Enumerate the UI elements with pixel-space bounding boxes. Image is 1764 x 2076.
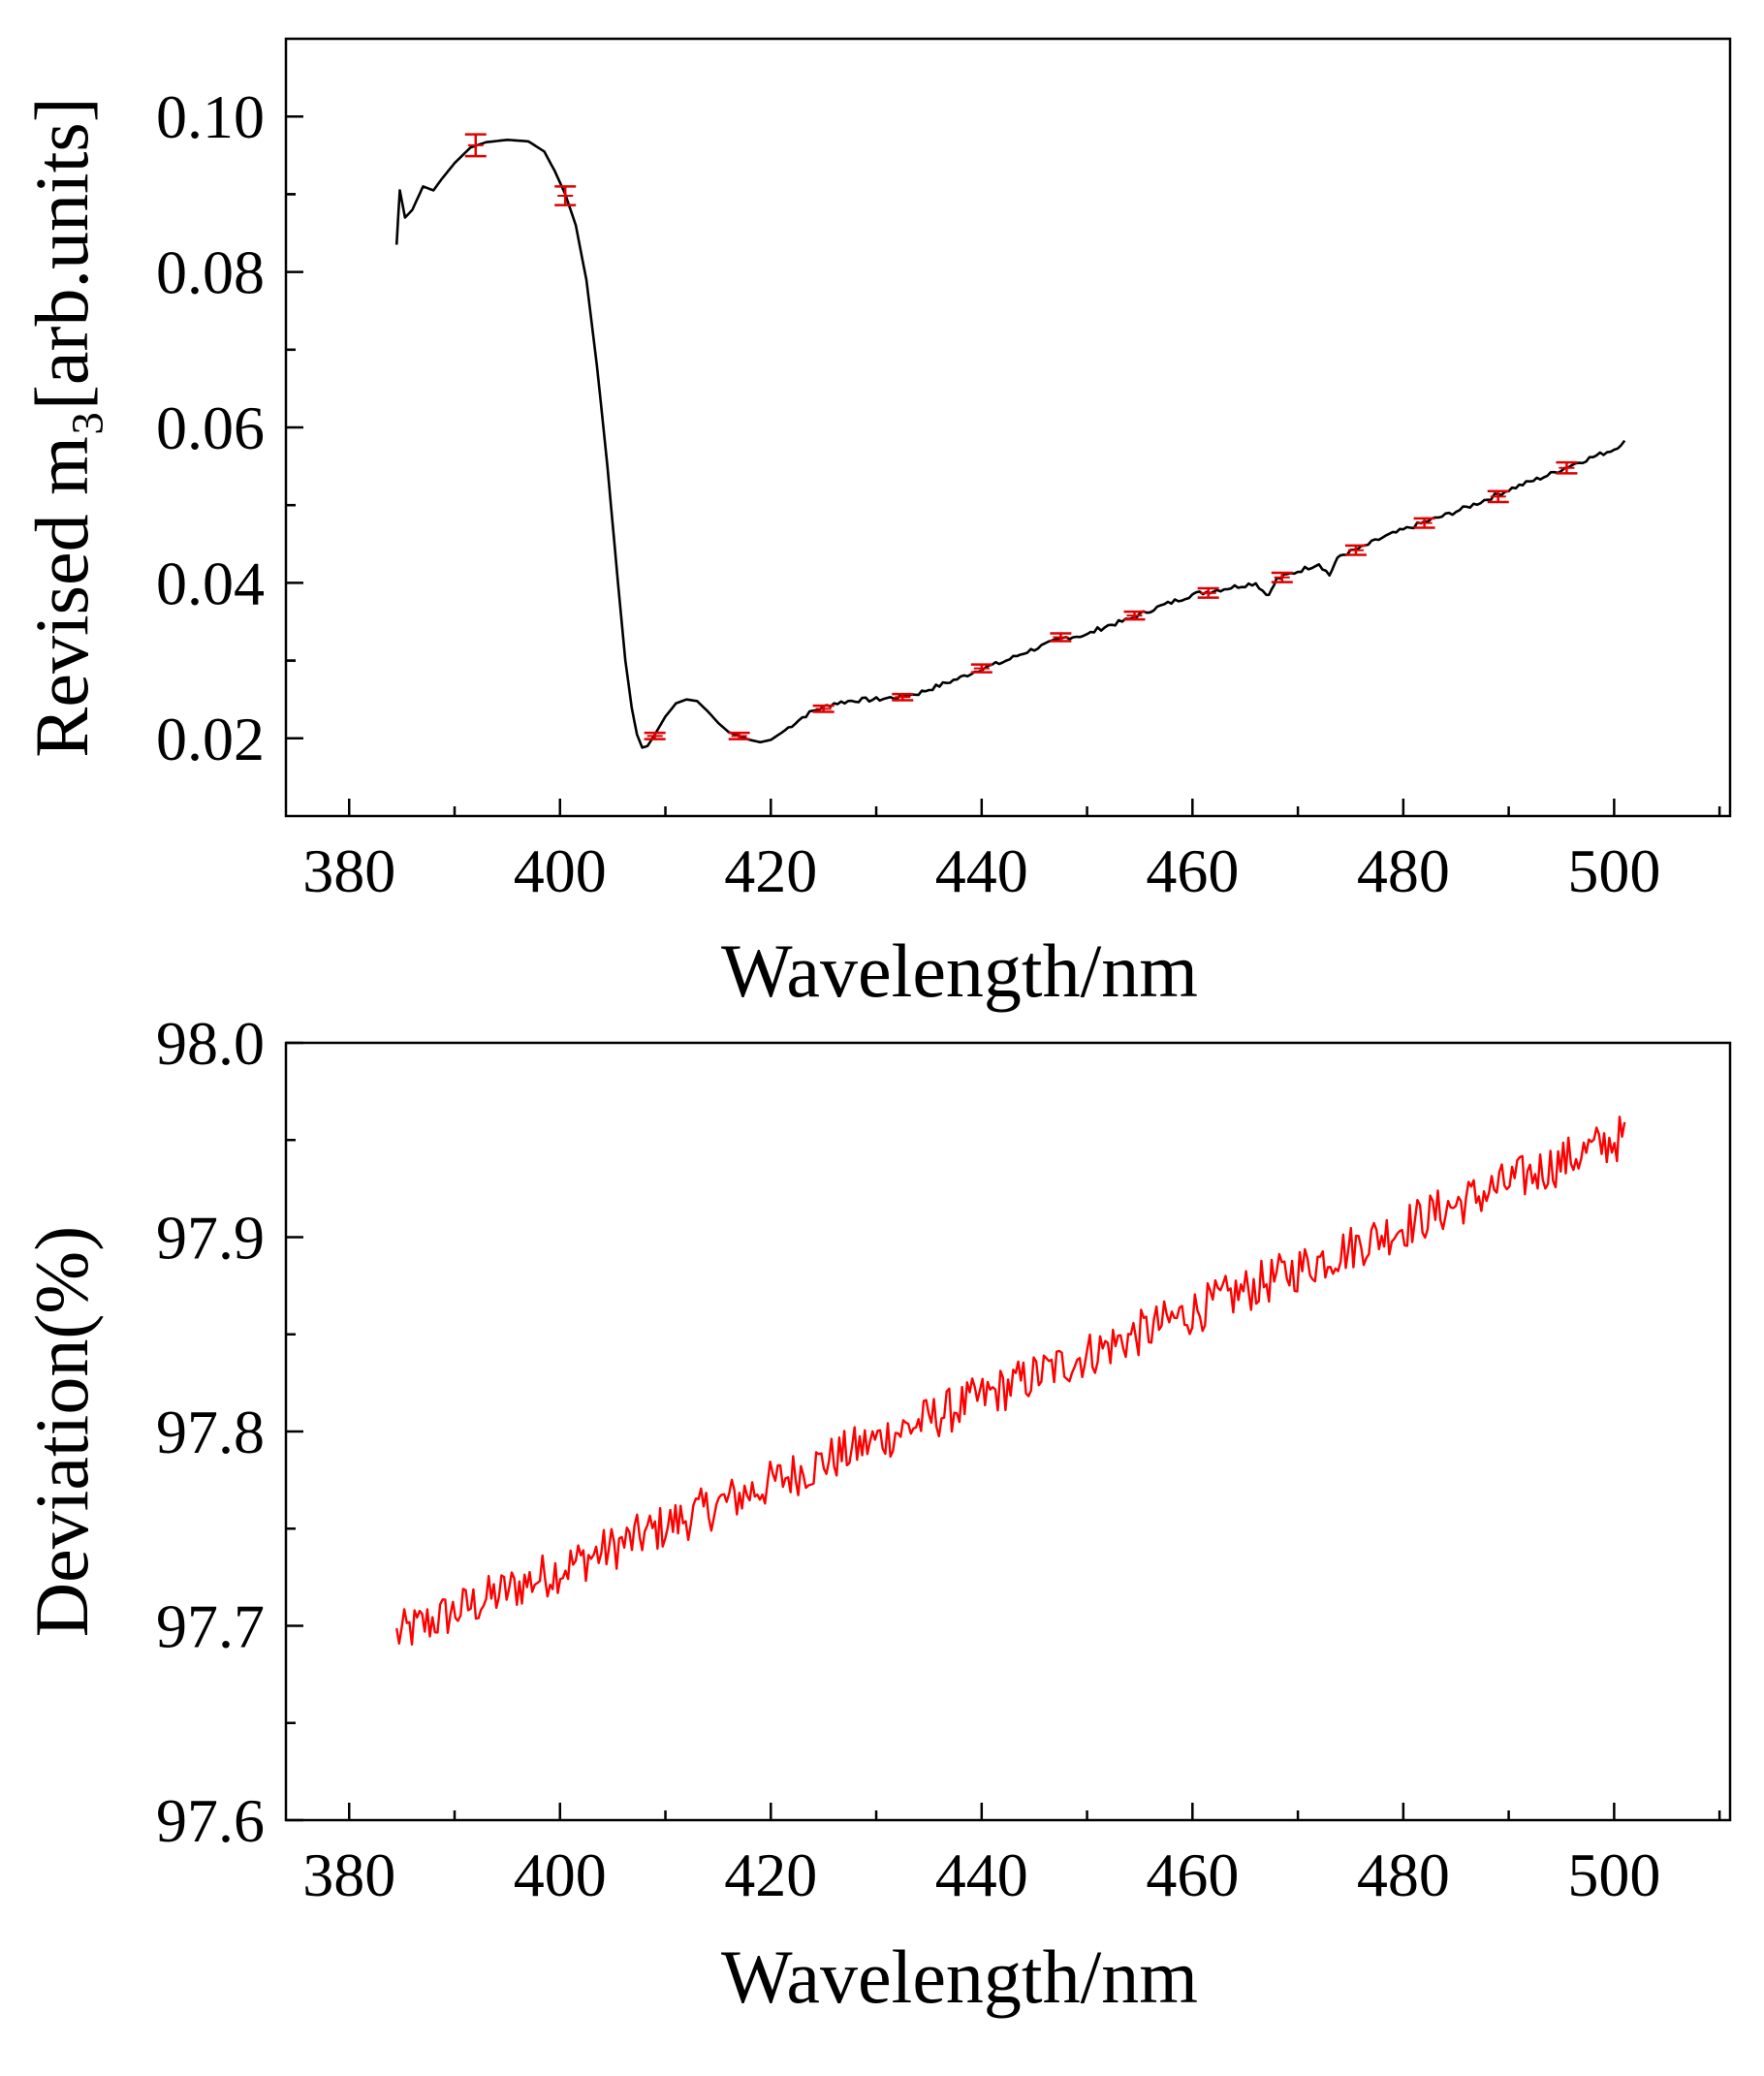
bottom-x-tick-label: 480 <box>1357 1840 1450 1909</box>
bottom-x-tick-label: 400 <box>514 1840 607 1909</box>
error-bar <box>554 185 577 206</box>
top-y-axis-title: Revised m₃[arb.units] <box>19 97 104 757</box>
bottom-x-tick-label: 460 <box>1146 1840 1239 1909</box>
bottom-x-tick-label: 420 <box>724 1840 817 1909</box>
bottom-y-tick-label: 97.9 <box>156 1204 265 1273</box>
top-x-tick-labels: 380 400 420 440 460 480 500 <box>302 836 1660 905</box>
bottom-series-line <box>395 1116 1626 1646</box>
top-x-tick-label: 440 <box>935 836 1028 905</box>
bottom-x-axis-title: Wavelength/nm <box>721 1934 1198 2019</box>
error-bar <box>1556 460 1578 475</box>
top-y-tick-label: 0.06 <box>156 393 265 462</box>
top-y-tick-label: 0.08 <box>156 238 265 307</box>
top-ticks <box>286 114 1721 816</box>
bottom-x-tick-label: 500 <box>1567 1840 1660 1909</box>
bottom-y-tick-label: 97.8 <box>156 1398 265 1466</box>
bottom-y-tick-labels: 97.6 97.7 97.8 97.9 98.0 <box>156 1009 265 1855</box>
error-bar <box>1487 489 1509 504</box>
error-bar <box>1271 571 1293 583</box>
error-bar <box>812 704 835 713</box>
error-bar <box>1413 517 1435 529</box>
top-x-tick-label: 480 <box>1357 836 1450 905</box>
top-x-tick-label: 400 <box>514 836 607 905</box>
error-bar <box>1344 544 1367 556</box>
top-series-line <box>394 139 1626 749</box>
error-bar <box>464 133 487 158</box>
bottom-y-tick-label: 97.7 <box>156 1592 265 1661</box>
top-x-tick-label: 500 <box>1567 836 1660 905</box>
top-x-tick-label: 380 <box>302 836 395 905</box>
error-bar <box>892 692 914 702</box>
bottom-x-tick-labels: 380 400 420 440 460 480 500 <box>302 1840 1660 1909</box>
top-y-tick-label: 0.04 <box>156 549 265 617</box>
top-x-tick-label: 460 <box>1146 836 1239 905</box>
error-bar <box>644 731 666 740</box>
top-y-tick-label: 0.10 <box>156 82 265 151</box>
error-bar <box>1123 610 1146 621</box>
error-bar <box>1050 632 1072 643</box>
error-bar <box>728 731 750 740</box>
bottom-x-tick-label: 440 <box>935 1840 1028 1909</box>
bottom-y-tick-label: 98.0 <box>156 1009 265 1078</box>
bottom-x-tick-label: 380 <box>302 1840 395 1909</box>
top-error-bars <box>464 133 1578 740</box>
top-y-tick-labels: 0.02 0.04 0.06 0.08 0.10 <box>156 82 265 773</box>
bottom-y-tick-label: 97.6 <box>156 1786 265 1855</box>
error-bar <box>1197 586 1219 599</box>
chart-bottom: 380 400 420 440 460 480 500 97.6 97.7 97.8 97.9 98… <box>19 1009 1732 2019</box>
top-y-tick-label: 0.02 <box>156 705 265 773</box>
top-x-tick-label: 420 <box>724 836 817 905</box>
bottom-y-axis-title: Deviation(%) <box>19 1226 104 1638</box>
top-x-axis-title: Wavelength/nm <box>721 928 1198 1013</box>
top-plot-frame <box>284 37 1732 818</box>
bottom-ticks <box>286 1041 1721 1822</box>
chart-top: 380 400 420 440 460 480 500 0.020.040.060.080.… <box>19 37 1732 1013</box>
bottom-plot-frame <box>284 1041 1732 1822</box>
error-bar <box>970 663 992 674</box>
